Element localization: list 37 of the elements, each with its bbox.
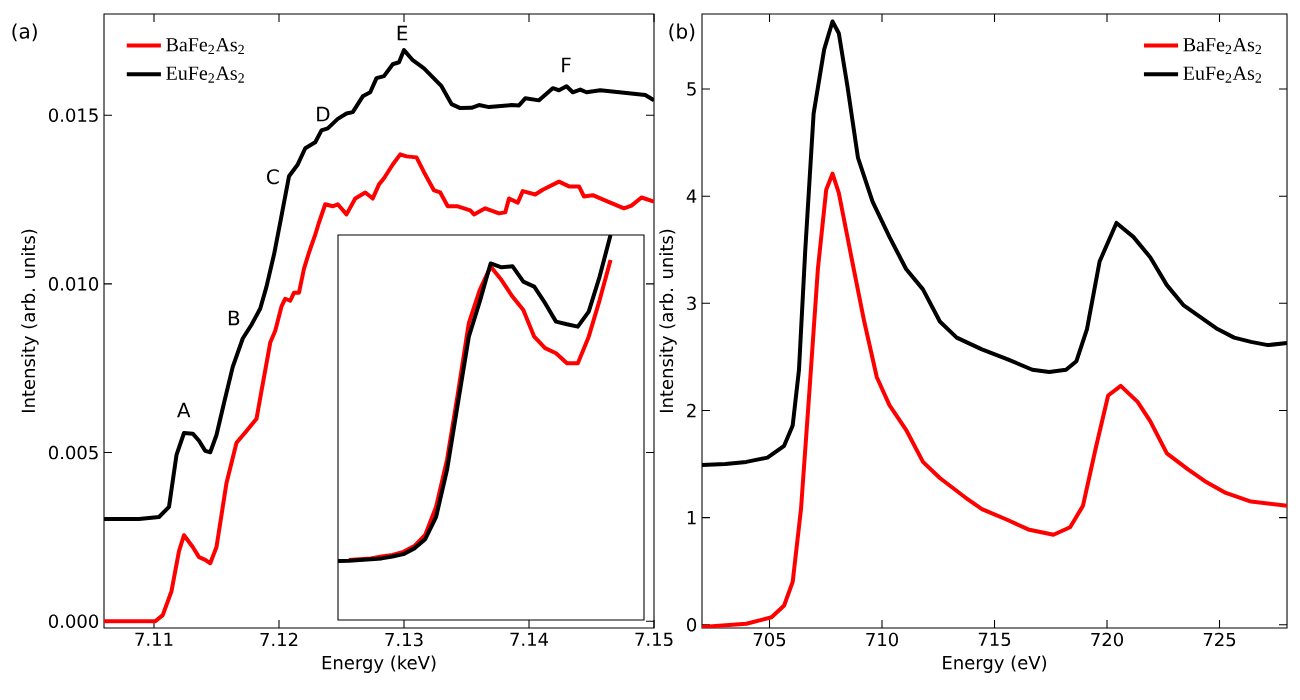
y-axis-title: Intensity (arb. units) <box>21 229 39 413</box>
x-tick-label: 7.13 <box>385 632 423 647</box>
x-tick-label: 7.12 <box>260 632 298 647</box>
annotation: D <box>317 106 330 122</box>
y-tick-label: 0.010 <box>48 277 99 291</box>
y-tick-label: 0.015 <box>48 108 98 123</box>
y-tick-label: 0.005 <box>48 445 98 460</box>
legend-label: BaFe$_{2}$As$_{2}$ <box>1183 38 1262 55</box>
x-tick-label: 715 <box>978 632 1011 647</box>
x-tick-label: 710 <box>866 632 898 647</box>
x-tick-label: 720 <box>1091 632 1123 647</box>
legend-label: EuFe$_{2}$As$_{2}$ <box>1183 66 1262 83</box>
x-tick-label: 7.14 <box>510 632 549 646</box>
y-tick-label: 0.000 <box>48 614 99 629</box>
y-tick-label: 0 <box>687 617 697 632</box>
legend-label: BaFe$_{2}$As$_{2}$ <box>166 38 244 55</box>
x-tick-label: 725 <box>1203 632 1236 647</box>
y-tick-label: 3 <box>687 296 696 311</box>
y-axis-title: Intensity (arb. units) <box>659 229 677 413</box>
annotation: B <box>228 310 240 326</box>
text: (a) <box>12 23 37 42</box>
x-tick-label: 7.15 <box>635 632 673 647</box>
legend-label: EuFe$_{2}$As$_{2}$ <box>166 66 244 83</box>
annotation: F <box>562 57 571 73</box>
y-tick-label: 2 <box>687 403 696 418</box>
y-tick-label: 1 <box>687 511 696 525</box>
annotation: A <box>177 402 191 418</box>
x-tick-label: 7.11 <box>135 632 173 646</box>
annotation: E <box>397 25 408 41</box>
line-series <box>702 171 1288 628</box>
text: (b) <box>669 23 695 42</box>
annotation: C <box>267 169 279 185</box>
x-tick-label: 705 <box>753 632 786 647</box>
y-tick-label: 4 <box>686 189 697 203</box>
x-axis-title: Energy (eV) <box>943 655 1047 673</box>
y-tick-label: 5 <box>687 82 696 96</box>
x-axis-title: Energy (keV) <box>322 655 436 673</box>
